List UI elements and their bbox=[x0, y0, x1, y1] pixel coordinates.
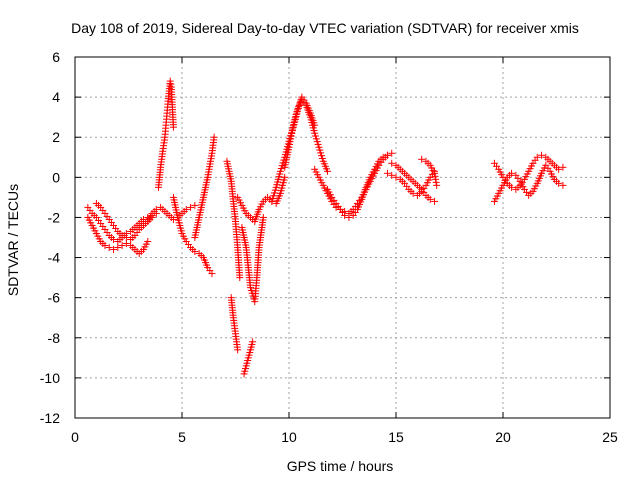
data-point bbox=[555, 165, 563, 173]
data-point bbox=[508, 169, 516, 177]
data-point bbox=[234, 346, 242, 354]
y-tick-label: 0 bbox=[52, 169, 60, 185]
data-point bbox=[249, 338, 257, 346]
y-tick-label: 2 bbox=[52, 129, 60, 145]
data-point bbox=[114, 244, 122, 252]
y-tick-label: -4 bbox=[48, 250, 61, 266]
data-point bbox=[431, 172, 439, 180]
x-tick-label: 15 bbox=[388, 429, 404, 445]
data-point bbox=[122, 234, 130, 241]
x-tick-label: 5 bbox=[178, 429, 186, 445]
data-point bbox=[432, 178, 440, 186]
data-point bbox=[144, 238, 152, 246]
data-point bbox=[166, 77, 174, 85]
x-tick-label: 0 bbox=[71, 429, 79, 445]
data-point bbox=[281, 173, 289, 181]
data-point bbox=[118, 242, 126, 250]
data-point bbox=[210, 133, 218, 141]
data-point bbox=[118, 231, 126, 239]
data-point bbox=[182, 205, 190, 213]
data-point bbox=[110, 236, 118, 244]
data-point bbox=[110, 246, 118, 254]
y-tick-label: -2 bbox=[48, 209, 61, 225]
data-point bbox=[187, 203, 195, 211]
data-point bbox=[259, 213, 267, 221]
data-point bbox=[379, 153, 387, 161]
data-point bbox=[208, 270, 216, 278]
data-point bbox=[431, 169, 439, 177]
data-point bbox=[345, 213, 353, 221]
data-point bbox=[538, 151, 546, 159]
data-point bbox=[388, 149, 396, 157]
data-point bbox=[388, 159, 396, 167]
data-point bbox=[533, 153, 541, 161]
data-point bbox=[433, 181, 441, 189]
data-point bbox=[139, 215, 147, 223]
y-tick-label: -6 bbox=[48, 290, 61, 306]
data-point bbox=[418, 155, 426, 163]
x-axis-label: GPS time / hours bbox=[287, 458, 394, 474]
y-tick-label: -8 bbox=[48, 330, 61, 346]
data-point bbox=[191, 201, 199, 209]
plot-frame bbox=[74, 56, 611, 419]
data-point bbox=[152, 205, 160, 213]
x-tick-label: 20 bbox=[495, 429, 511, 445]
y-axis-label: SDTVAR / TECUs bbox=[5, 184, 21, 296]
data-point bbox=[508, 183, 516, 191]
data-point bbox=[341, 211, 349, 219]
data-point bbox=[324, 167, 332, 175]
data-point bbox=[431, 197, 439, 205]
data-point bbox=[409, 189, 417, 197]
data-point bbox=[559, 181, 567, 189]
data-point bbox=[101, 242, 109, 250]
data-point bbox=[555, 179, 563, 187]
data-point bbox=[388, 171, 396, 179]
data-point bbox=[426, 195, 434, 203]
data-point bbox=[559, 163, 567, 171]
y-tick-label: -10 bbox=[40, 370, 60, 386]
data-point bbox=[169, 123, 177, 131]
y-tick-label: 6 bbox=[52, 49, 60, 65]
data-point bbox=[392, 173, 400, 181]
x-tick-label: 10 bbox=[281, 429, 297, 445]
data-point bbox=[432, 175, 440, 183]
x-tick-label: 25 bbox=[602, 429, 618, 445]
data-point bbox=[236, 274, 244, 282]
data-point bbox=[191, 248, 199, 256]
y-tick-label: 4 bbox=[52, 89, 60, 105]
data-point bbox=[122, 240, 130, 248]
data-point bbox=[105, 244, 113, 252]
data-point bbox=[383, 151, 391, 159]
data-points bbox=[84, 77, 567, 378]
data-point bbox=[167, 80, 175, 88]
data-point bbox=[169, 215, 177, 223]
chart-title: Day 108 of 2019, Sidereal Day-to-day VTE… bbox=[71, 20, 579, 36]
data-point bbox=[383, 169, 391, 177]
y-tick-label: -12 bbox=[40, 410, 60, 426]
grid-lines bbox=[75, 57, 610, 418]
